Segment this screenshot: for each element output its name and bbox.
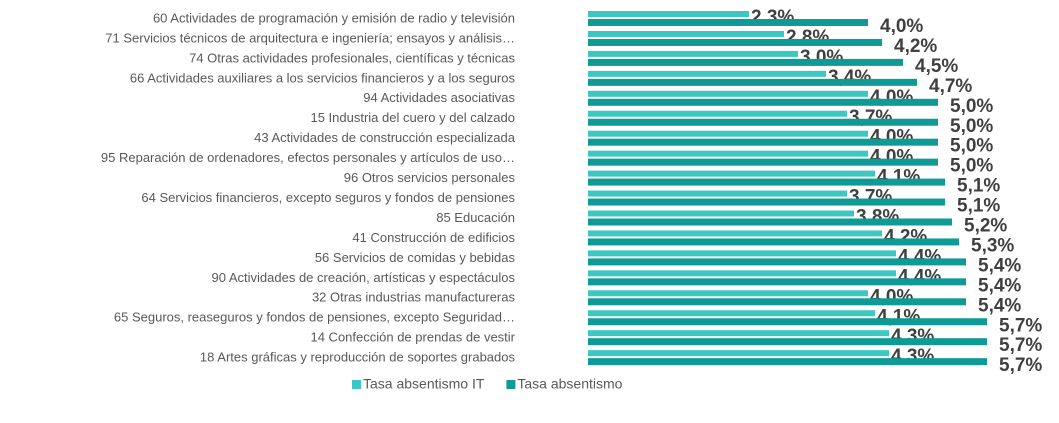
category-label: 60 Actividades de programación y emisión…	[153, 10, 515, 25]
bar	[588, 70, 826, 77]
category-label: 56 Servicios de comidas y bebidas	[315, 250, 516, 265]
bar	[588, 30, 784, 37]
category-label: 66 Actividades auxiliares a los servicio…	[130, 70, 516, 85]
bar	[588, 210, 854, 217]
value-label: 5,1%	[957, 196, 1000, 217]
bar	[588, 90, 868, 97]
value-label: 5,0%	[950, 136, 993, 157]
category-label: 15 Industria del cuero y del calzado	[310, 110, 515, 125]
value-label: 4,5%	[915, 56, 958, 77]
bar	[588, 170, 875, 177]
bar	[588, 250, 896, 257]
bar	[588, 130, 868, 137]
bar	[588, 198, 945, 206]
category-label: 95 Reparación de ordenadores, efectos pe…	[101, 150, 515, 165]
bar	[588, 11, 749, 17]
value-label: 5,4%	[978, 255, 1021, 276]
value-label: 5,7%	[999, 355, 1042, 376]
bar	[588, 118, 938, 126]
category-label: 43 Actividades de construcción especiali…	[254, 130, 516, 145]
category-label: 71 Servicios técnicos de arquitectura e …	[105, 30, 515, 45]
value-label: 5,1%	[957, 176, 1000, 197]
category-label: 14 Confección de prendas de vestir	[310, 330, 515, 345]
category-label: 18 Artes gráficas y reproducción de sopo…	[200, 350, 516, 365]
value-label: 5,7%	[999, 335, 1042, 356]
bar	[588, 310, 875, 317]
bar	[588, 238, 959, 246]
value-label: 5,3%	[971, 235, 1014, 256]
bar	[588, 258, 966, 266]
bar	[588, 19, 868, 26]
category-label: 90 Actividades de creación, artísticas y…	[212, 270, 516, 285]
category-label: 41 Construcción de edificios	[352, 230, 515, 245]
legend-swatch	[506, 380, 516, 389]
bar	[588, 270, 896, 277]
value-label: 5,0%	[950, 116, 993, 137]
bar	[588, 98, 938, 106]
bar	[588, 158, 938, 166]
value-label: 4,2%	[894, 36, 937, 57]
bar	[588, 318, 987, 326]
value-label: 4,7%	[929, 76, 972, 97]
category-label: 74 Otras actividades profesionales, cien…	[189, 50, 515, 65]
category-label: 96 Otros servicios personales	[344, 170, 516, 185]
bar	[588, 218, 952, 226]
value-label: 5,0%	[950, 156, 993, 177]
legend-label: Tasa absentismo	[517, 376, 622, 392]
bar	[588, 290, 868, 297]
bar	[588, 178, 945, 186]
bar	[588, 330, 889, 337]
category-label: 64 Servicios financieros, excepto seguro…	[141, 190, 515, 205]
value-label: 5,2%	[964, 216, 1007, 237]
value-label: 5,4%	[978, 295, 1021, 316]
bar	[588, 50, 798, 57]
bar	[588, 150, 868, 157]
value-label: 5,0%	[950, 96, 993, 117]
bar	[588, 298, 966, 306]
value-label: 4,0%	[880, 16, 923, 37]
value-label: 5,4%	[978, 275, 1021, 296]
bar	[588, 278, 966, 286]
bar	[588, 230, 882, 237]
bar	[588, 338, 987, 346]
bar	[588, 58, 903, 66]
category-label: 85 Educación	[436, 210, 515, 225]
category-label: 94 Actividades asociativas	[363, 90, 515, 105]
value-label: 5,7%	[999, 315, 1042, 336]
bar	[588, 190, 847, 197]
bar	[588, 138, 938, 146]
bar	[588, 78, 917, 86]
bar	[588, 350, 889, 357]
category-label: 65 Seguros, reaseguros y fondos de pensi…	[114, 310, 515, 325]
legend-swatch	[352, 380, 361, 389]
bar	[588, 38, 882, 46]
category-label: 32 Otras industrias manufactureras	[312, 290, 516, 305]
legend-label: Tasa absentismo IT	[363, 376, 485, 392]
bar	[588, 358, 987, 366]
bar	[588, 110, 847, 117]
